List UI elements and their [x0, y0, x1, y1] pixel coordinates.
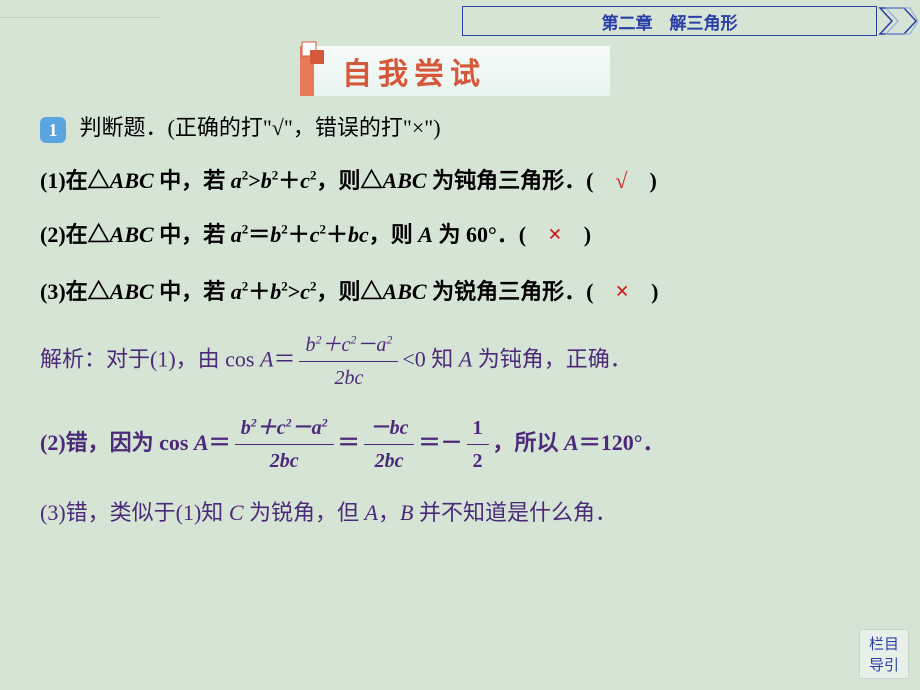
chapter-title: 第二章 解三角形 [602, 9, 738, 34]
s2-frac2: －bc2bc [364, 412, 415, 477]
intro-text: 判断题．(正确的打"√"，错误的打"×") [80, 115, 441, 140]
q2-p1: ＋ [288, 222, 310, 247]
s2-frac3: 12 [467, 412, 489, 477]
s1-eq: ＝ [273, 347, 295, 372]
s2-t2: ，所以 [493, 430, 565, 455]
nav-line1: 栏目 [869, 633, 899, 654]
banner-ornament-icon [300, 40, 328, 68]
q2-eq: ＝ [248, 222, 270, 247]
section-title: 自我尝试 [342, 49, 486, 93]
q3-m1: 中，若 [154, 279, 231, 304]
q2-tail: 为 60°．( [433, 222, 548, 247]
q1-close: ) [627, 168, 656, 193]
q3-a: a [231, 279, 242, 304]
s3-t3: 并不知道是什么角． [413, 500, 617, 525]
q3-b: b [270, 279, 281, 304]
s3-t2: 为锐角，但 [244, 500, 365, 525]
s3-C: C [229, 500, 244, 525]
top-left-rule [0, 0, 160, 18]
q2-a: a [231, 222, 242, 247]
nav-guide-button[interactable]: 栏目 导引 [860, 630, 908, 678]
solution-1: 解析：对于(1)，由 cos A＝b2＋c2－a22bc<0 知 A 为钝角，正… [40, 329, 860, 394]
solution-2: (2)错，因为 cos A＝b2＋c2－a22bc＝－bc2bc＝－12，所以 … [40, 412, 860, 477]
q2-tri: ABC [110, 222, 154, 247]
q1-tail: 为钝角三角形．( [427, 168, 616, 193]
s2-t3: ＝120°． [579, 430, 665, 455]
q2-c: c [310, 222, 320, 247]
q1-gt: > [248, 168, 261, 193]
solution-3: (3)错，类似于(1)知 C 为锐角，但 A，B 并不知道是什么角． [40, 495, 860, 530]
s2-t1: (2)错，因为 cos [40, 430, 194, 455]
s2-frac1: b2＋c2－a22bc [235, 412, 334, 477]
chapter-header: 第二章 解三角形 [462, 6, 877, 36]
q1-p: ＋ [278, 168, 300, 193]
s3-comma: ， [378, 500, 400, 525]
s3-A: A [365, 500, 378, 525]
q1-b: b [261, 168, 272, 193]
q2-m1: 中，若 [154, 222, 231, 247]
q3-mark: × [615, 279, 629, 305]
q2-p2: ＋ [326, 222, 348, 247]
q3-prefix: (3)在△ [40, 279, 110, 304]
q3-gt: > [288, 279, 301, 304]
q2-mark: × [548, 222, 562, 248]
q1-c: c [300, 168, 310, 193]
q3-close: ) [629, 279, 658, 304]
q3-p: ＋ [248, 279, 270, 304]
q3-tri: ABC [110, 279, 154, 304]
q3-tail: 为锐角三角形．( [427, 279, 616, 304]
intro-line: 1 判断题．(正确的打"√"，错误的打"×") [40, 110, 860, 145]
q1-mark: √ [615, 168, 627, 193]
s1-A2: A [459, 347, 472, 372]
q3-c: c [300, 279, 310, 304]
q1-tri: ABC [110, 168, 154, 193]
question-1: (1)在△ABC 中，若 a2>b2＋c2，则△ABC 为钝角三角形．( √ ) [40, 163, 860, 198]
q2-close: ) [562, 222, 591, 247]
q2-prefix: (2)在△ [40, 222, 110, 247]
s1-A: A [260, 347, 273, 372]
s2-eq2: ＝ [338, 430, 360, 455]
q1-m2: ，则△ [317, 168, 383, 193]
q1-tri2: ABC [383, 168, 427, 193]
q1-a: a [231, 168, 242, 193]
q1-prefix: (1)在△ [40, 168, 110, 193]
question-2: (2)在△ABC 中，若 a2＝b2＋c2＋bc，则 A 为 60°．( × ) [40, 216, 860, 254]
s2-eq: ＝ [209, 430, 231, 455]
question-3: (3)在△ABC 中，若 a2＋b2>c2，则△ABC 为锐角三角形．( × ) [40, 273, 860, 311]
s1-t1: 解析：对于(1)，由 cos [40, 347, 260, 372]
content-body: 1 判断题．(正确的打"√"，错误的打"×") (1)在△ABC 中，若 a2>… [40, 110, 860, 548]
q2-A: A [418, 222, 433, 247]
section-title-banner: 自我尝试 [300, 46, 610, 96]
q2-b: b [270, 222, 281, 247]
question-number-badge: 1 [40, 117, 66, 143]
s3-B: B [400, 500, 413, 525]
s2-A: A [194, 430, 209, 455]
q3-m2: ，则△ [317, 279, 383, 304]
s1-t2: <0 知 [402, 347, 458, 372]
s2-A2: A [564, 430, 579, 455]
forward-arrow-icon [878, 4, 918, 38]
q2-bc: bc [348, 222, 369, 247]
s2-eq3: ＝－ [418, 430, 462, 455]
s1-t3: 为钝角，正确． [472, 347, 632, 372]
q1-m1: 中，若 [154, 168, 231, 193]
q3-tri2: ABC [383, 279, 427, 304]
nav-line2: 导引 [869, 654, 899, 675]
s3-t1: (3)错，类似于(1)知 [40, 500, 229, 525]
q2-m2: ，则 [369, 222, 419, 247]
s1-frac: b2＋c2－a22bc [299, 329, 398, 394]
